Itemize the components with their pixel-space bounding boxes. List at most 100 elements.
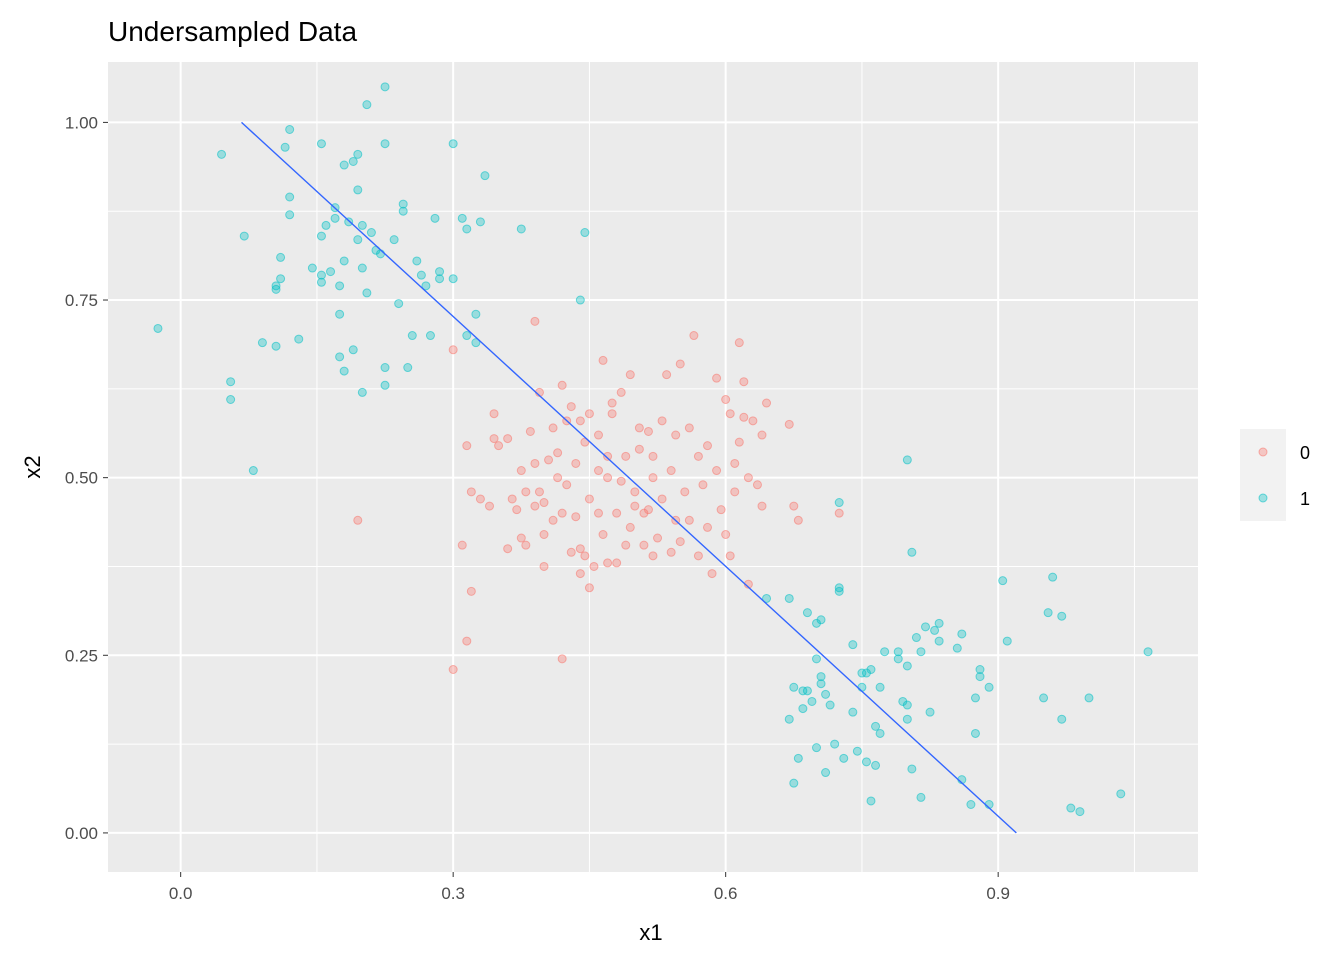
- data-point-class-0: [516, 533, 526, 543]
- x-axis-ticks: 0.0 0.3 0.6 0.9: [169, 872, 1010, 903]
- data-point-class-0: [544, 455, 554, 465]
- data-point-class-0: [462, 636, 472, 646]
- data-point-class-1: [784, 593, 794, 603]
- data-point-class-0: [666, 466, 676, 476]
- data-point-class-0: [448, 345, 458, 355]
- data-point-class-1: [839, 753, 849, 763]
- data-point-class-0: [571, 458, 581, 468]
- data-point-class-1: [316, 270, 326, 280]
- data-point-class-1: [934, 636, 944, 646]
- data-point-class-0: [643, 426, 653, 436]
- data-point-class-0: [575, 544, 585, 554]
- data-point-class-1: [925, 707, 935, 717]
- data-point-class-1: [893, 654, 903, 664]
- data-point-class-1: [257, 338, 267, 348]
- data-point-class-0: [603, 473, 613, 483]
- data-point-class-0: [730, 458, 740, 468]
- data-point-class-0: [530, 458, 540, 468]
- data-point-class-0: [689, 331, 699, 341]
- data-point-class-1: [357, 387, 367, 397]
- data-point-class-1: [789, 682, 799, 692]
- data-point-class-0: [598, 355, 608, 365]
- data-point-class-0: [716, 505, 726, 515]
- legend-label-0: 0: [1300, 443, 1310, 463]
- data-point-class-1: [934, 618, 944, 628]
- data-point-class-1: [793, 753, 803, 763]
- data-point-class-1: [407, 331, 417, 341]
- data-point-class-1: [416, 270, 426, 280]
- data-point-class-0: [703, 522, 712, 532]
- data-point-class-1: [357, 263, 367, 273]
- data-point-class-1: [348, 156, 358, 166]
- y-tick-label: 0.75: [65, 291, 98, 310]
- data-point-class-1: [398, 206, 408, 216]
- data-point-class-1: [394, 299, 404, 309]
- data-point-class-1: [448, 274, 458, 284]
- data-point-class-1: [339, 256, 349, 266]
- data-point-class-1: [285, 125, 295, 134]
- data-point-class-1: [344, 217, 354, 227]
- data-point-class-1: [821, 689, 831, 699]
- data-point-class-0: [557, 654, 567, 664]
- legend-key-0: [1258, 447, 1268, 457]
- data-point-class-0: [612, 508, 622, 518]
- data-point-class-0: [725, 551, 735, 561]
- data-point-class-1: [335, 352, 345, 362]
- data-point-class-0: [485, 501, 494, 511]
- data-point-class-0: [725, 409, 735, 419]
- data-point-class-1: [907, 547, 917, 557]
- data-point-class-1: [816, 679, 826, 689]
- data-point-class-0: [762, 398, 772, 408]
- data-point-class-1: [975, 672, 985, 682]
- data-point-class-0: [634, 423, 644, 433]
- data-point-class-1: [335, 309, 345, 319]
- data-point-class-1: [866, 665, 876, 674]
- data-point-class-1: [816, 672, 826, 682]
- data-point-class-0: [648, 451, 658, 461]
- x-tick-label: 0.0: [169, 884, 193, 903]
- data-point-class-0: [693, 551, 703, 561]
- data-point-class-0: [684, 515, 694, 525]
- data-point-class-1: [316, 277, 326, 287]
- data-point-class-1: [957, 629, 967, 639]
- data-point-class-0: [793, 515, 803, 525]
- data-point-class-0: [525, 426, 535, 436]
- data-point-class-0: [730, 487, 740, 497]
- data-point-class-1: [480, 171, 490, 181]
- data-point-class-1: [307, 263, 317, 273]
- data-point-class-0: [616, 476, 626, 486]
- fit-line: [241, 121, 1017, 834]
- data-point-class-0: [712, 373, 722, 383]
- data-point-class-1: [911, 633, 921, 643]
- data-point-class-1: [294, 334, 304, 344]
- data-point-class-0: [594, 430, 603, 440]
- data-point-class-1: [852, 746, 862, 756]
- legend-key-background: [1240, 429, 1286, 521]
- data-point-class-1: [812, 654, 821, 664]
- data-point-class-1: [916, 647, 926, 657]
- data-point-class-1: [380, 363, 390, 373]
- data-point-class-0: [630, 487, 640, 497]
- data-point-class-0: [639, 540, 649, 550]
- data-point-class-1: [848, 640, 858, 650]
- x-tick-label: 0.9: [986, 884, 1010, 903]
- data-point-class-1: [807, 696, 817, 706]
- data-point-class-0: [734, 437, 744, 447]
- data-point-class-0: [643, 505, 653, 515]
- data-point-class-0: [630, 501, 640, 511]
- data-point-class-1: [834, 498, 844, 508]
- data-point-class-1: [462, 331, 472, 341]
- data-point-class-1: [448, 139, 458, 149]
- y-axis-ticks: 0.00 0.25 0.50 0.75 1.00: [65, 113, 108, 843]
- data-point-class-1: [1039, 693, 1049, 703]
- data-point-class-1: [580, 228, 590, 238]
- data-point-class-0: [534, 487, 544, 497]
- data-point-class-0: [594, 508, 603, 518]
- data-point-class-1: [330, 213, 340, 223]
- data-point-class-1: [376, 249, 385, 259]
- plot-panel: [108, 62, 1198, 872]
- data-point-class-1: [798, 704, 808, 714]
- data-point-class-1: [153, 323, 163, 333]
- legend-key-1: [1258, 493, 1268, 503]
- data-point-class-1: [389, 235, 399, 245]
